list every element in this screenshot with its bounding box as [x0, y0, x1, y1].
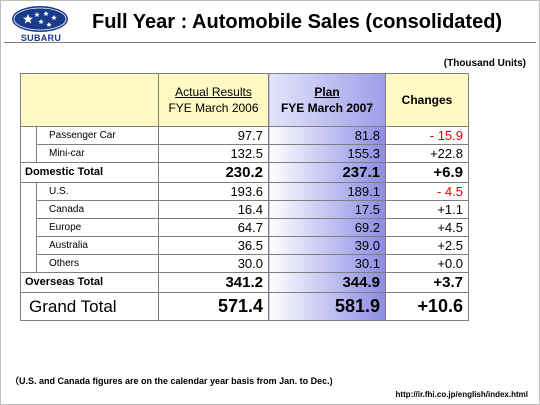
- actual-value: 16.4: [158, 200, 269, 219]
- grand-total-row: Grand Total 571.4 581.9 +10.6: [20, 292, 469, 321]
- plan-value: 155.3: [268, 144, 386, 163]
- table-row: Others 30.0 30.1 +0.0: [21, 254, 469, 273]
- change-value: +6.9: [385, 162, 469, 183]
- plan-value: 39.0: [268, 236, 386, 255]
- actual-value: 132.5: [158, 144, 269, 163]
- indent-cell: [20, 182, 37, 273]
- change-value: +3.7: [385, 272, 469, 293]
- actual-header-label: Actual Results: [175, 85, 252, 99]
- plan-value: 69.2: [268, 218, 386, 237]
- change-value: +4.5: [385, 218, 469, 237]
- plan-value: 81.8: [268, 126, 386, 145]
- actual-value: 571.4: [158, 292, 269, 321]
- page-title: Full Year : Automobile Sales (consolidat…: [92, 11, 503, 33]
- plan-header-period: FYE March 2007: [280, 101, 374, 115]
- row-label: Mini-car: [36, 144, 159, 163]
- table-row: Passenger Car 97.7 81.8 - 15.9: [20, 126, 469, 163]
- subaru-logo-icon: [12, 6, 68, 32]
- row-label: Passenger Car: [36, 126, 159, 145]
- units-label: (Thousand Units): [443, 58, 526, 69]
- actual-value: 97.7: [158, 126, 269, 145]
- change-value: +0.0: [385, 254, 469, 273]
- column-header-actual: Actual Results FYE March 2006: [158, 73, 269, 127]
- table-header-row: Actual Results FYE March 2006 Plan FYE M…: [20, 73, 469, 127]
- actual-value: 193.6: [158, 182, 269, 201]
- row-label: Australia: [36, 236, 159, 255]
- change-value: - 15.9: [385, 126, 469, 145]
- indent-cell: [20, 126, 37, 163]
- table-row: Canada 16.4 17.5 +1.1: [21, 200, 469, 219]
- table-row: Europe 64.7 69.2 +4.5: [21, 218, 469, 237]
- column-header-plan: Plan FYE March 2007: [268, 73, 386, 127]
- change-value: +1.1: [385, 200, 469, 219]
- overseas-total-row: Overseas Total 341.2 344.9 +3.7: [20, 272, 469, 293]
- actual-value: 30.0: [158, 254, 269, 273]
- plan-header-label: Plan: [314, 85, 340, 99]
- row-label: Domestic Total: [20, 162, 159, 183]
- actual-value: 341.2: [158, 272, 269, 293]
- sales-table: Actual Results FYE March 2006 Plan FYE M…: [20, 73, 469, 321]
- plan-value: 30.1: [268, 254, 386, 273]
- row-label: Grand Total: [20, 292, 159, 321]
- plan-value: 581.9: [268, 292, 386, 321]
- source-url: http://ir.fhi.co.jp/english/index.html: [395, 390, 528, 399]
- logo-wordmark: SUBARU: [20, 33, 62, 43]
- row-label: U.S.: [36, 182, 159, 201]
- column-header-changes: Changes: [385, 73, 469, 127]
- actual-value: 36.5: [158, 236, 269, 255]
- actual-header-period: FYE March 2006: [168, 101, 259, 115]
- actual-value: 64.7: [158, 218, 269, 237]
- title-divider: [4, 42, 536, 43]
- change-value: - 4.5: [385, 182, 469, 201]
- row-label: Others: [36, 254, 159, 273]
- plan-value: 237.1: [268, 162, 386, 183]
- table-row: Mini-car 132.5 155.3 +22.8: [21, 144, 469, 163]
- domestic-total-row: Domestic Total 230.2 237.1 +6.9: [20, 162, 469, 183]
- footnote: （U.S. and Canada figures are on the cale…: [10, 376, 333, 386]
- actual-value: 230.2: [158, 162, 269, 183]
- table-row: Australia 36.5 39.0 +2.5: [21, 236, 469, 255]
- plan-value: 189.1: [268, 182, 386, 201]
- plan-value: 17.5: [268, 200, 386, 219]
- change-value: +2.5: [385, 236, 469, 255]
- row-label: Overseas Total: [20, 272, 159, 293]
- change-value: +10.6: [385, 292, 469, 321]
- row-label: Canada: [36, 200, 159, 219]
- table-row: U.S. 193.6 189.1 - 4.5: [20, 182, 469, 273]
- plan-value: 344.9: [268, 272, 386, 293]
- row-label: Europe: [36, 218, 159, 237]
- change-value: +22.8: [385, 144, 469, 163]
- header-blank-cell: [20, 73, 159, 127]
